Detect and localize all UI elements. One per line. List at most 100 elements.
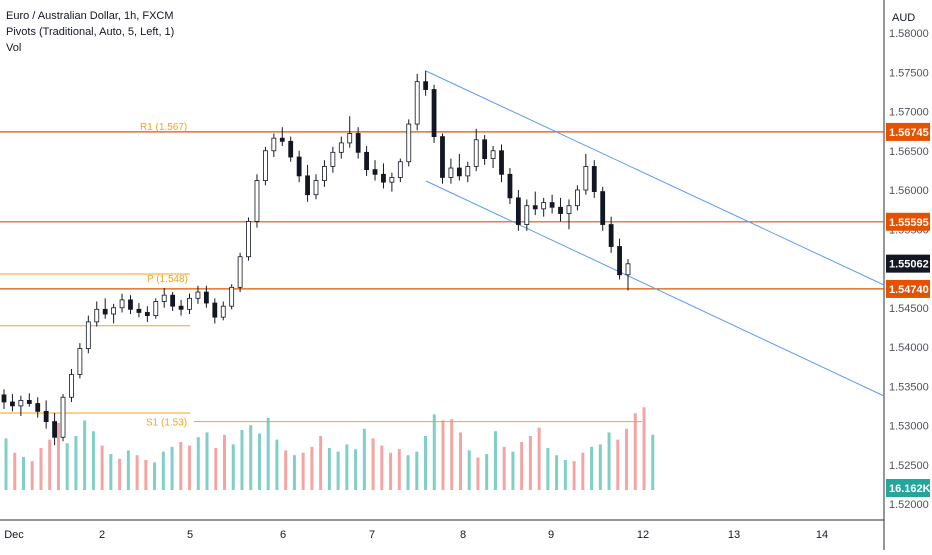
price-tick-label: 1.53500 <box>889 381 929 393</box>
volume-bar <box>625 428 629 490</box>
candle <box>263 146 268 186</box>
candle <box>364 146 369 176</box>
candle-body <box>178 305 184 310</box>
symbol-title[interactable]: Euro / Australian Dollar, 1h, FXCM <box>6 10 174 22</box>
price-axis[interactable]: AUD 1.58000 1.57500 1.57000 1.56500 1.56000 1.… <box>886 12 931 511</box>
volume-bar <box>214 448 218 490</box>
volume-indicator-label[interactable]: Vol <box>6 42 22 54</box>
candle-body <box>549 202 555 208</box>
low-price-tag-text: 1.54740 <box>889 284 929 296</box>
candle-body <box>43 410 49 422</box>
last-price-tag: 1.55062 <box>886 254 930 273</box>
candle <box>532 191 538 216</box>
candle <box>423 70 429 96</box>
volume-bar <box>4 438 8 490</box>
candle-body <box>94 308 100 323</box>
chart-legend: Euro / Australian Dollar, 1h, FXCM Pivot… <box>6 8 174 56</box>
candle <box>10 394 15 412</box>
volume-bar <box>310 446 314 490</box>
candle-body <box>473 139 479 167</box>
candle-body <box>296 156 302 177</box>
volume-bar <box>231 444 235 490</box>
candle <box>52 412 57 446</box>
candle-body <box>161 294 167 302</box>
candle <box>271 133 277 158</box>
candle <box>77 343 83 379</box>
candle <box>507 168 513 205</box>
volume-bar <box>109 454 113 490</box>
volume-bar <box>74 436 78 490</box>
candle-body <box>431 89 437 138</box>
candle-body <box>456 167 462 177</box>
time-axis[interactable]: Dec 2 5 6 7 8 9 12 13 14 <box>4 529 828 541</box>
volume-bar <box>39 448 43 490</box>
candle-body <box>237 256 243 288</box>
volume-bar <box>441 420 445 490</box>
volume-bar <box>100 445 104 490</box>
candle <box>220 301 226 321</box>
candle-body <box>187 297 192 310</box>
candle-body <box>18 399 24 407</box>
candle-body <box>330 151 336 167</box>
candle-body <box>322 166 327 181</box>
volume-bar <box>118 458 122 490</box>
volume-bar <box>126 450 130 490</box>
volume-tag-text: 16.162K <box>889 483 931 495</box>
candlesticks <box>1 70 631 446</box>
candle <box>153 298 159 319</box>
candle <box>440 133 445 184</box>
pivot-line-label: S1 (1.53) <box>146 418 187 429</box>
price-tick-label: 1.52000 <box>889 499 929 511</box>
candle <box>524 199 530 231</box>
volume-bar <box>406 455 410 490</box>
candle-body <box>263 150 268 181</box>
gridlines <box>0 0 885 550</box>
time-tick-label: 5 <box>187 529 193 541</box>
candle-body <box>406 123 412 163</box>
candle <box>313 174 319 200</box>
last-price-tag-text: 1.55062 <box>889 259 929 271</box>
volume-bar <box>389 452 393 490</box>
volume-bar <box>555 455 559 490</box>
candle <box>541 197 547 217</box>
volume-bar <box>502 446 506 490</box>
price-tick-label: 1.53000 <box>889 421 929 433</box>
volume-tag-bg <box>886 479 930 497</box>
price-tick-label: 1.56500 <box>889 146 929 158</box>
volume-bar <box>633 413 637 490</box>
volume-bar <box>511 451 515 490</box>
volume-bar <box>607 432 611 490</box>
candle-body <box>254 180 260 222</box>
volume-bar <box>528 436 532 490</box>
candle <box>566 199 572 230</box>
pivot-line-label: R1 (1.567) <box>140 122 187 133</box>
candle <box>490 146 496 169</box>
candle-body <box>347 133 353 144</box>
candle-body <box>102 308 108 315</box>
volume-bar <box>292 455 296 490</box>
volume-bar <box>249 425 253 490</box>
mid-price-tag: 1.55595 <box>886 212 930 231</box>
time-tick-label: 7 <box>369 529 375 541</box>
candle <box>35 397 41 418</box>
candle-body <box>558 206 563 214</box>
candle-body <box>203 291 209 304</box>
axis-currency-label: AUD <box>892 12 915 24</box>
candle <box>591 160 597 198</box>
candle-body <box>507 173 513 199</box>
candle <box>473 128 479 172</box>
volume-bar <box>327 448 331 490</box>
candle <box>111 303 117 324</box>
time-tick-label: 13 <box>728 529 740 541</box>
pivots-indicator-label[interactable]: Pivots (Traditional, Auto, 5, Left, 1) <box>6 26 175 38</box>
candle <box>617 238 622 280</box>
volume-bar <box>572 461 576 490</box>
volume-bar <box>415 451 419 490</box>
candle <box>288 136 294 162</box>
price-tick-label: 1.57500 <box>889 67 929 79</box>
volume-bar <box>91 431 95 490</box>
r1-price-tag: 1.56745 <box>886 122 930 141</box>
volume-bar <box>371 438 375 490</box>
